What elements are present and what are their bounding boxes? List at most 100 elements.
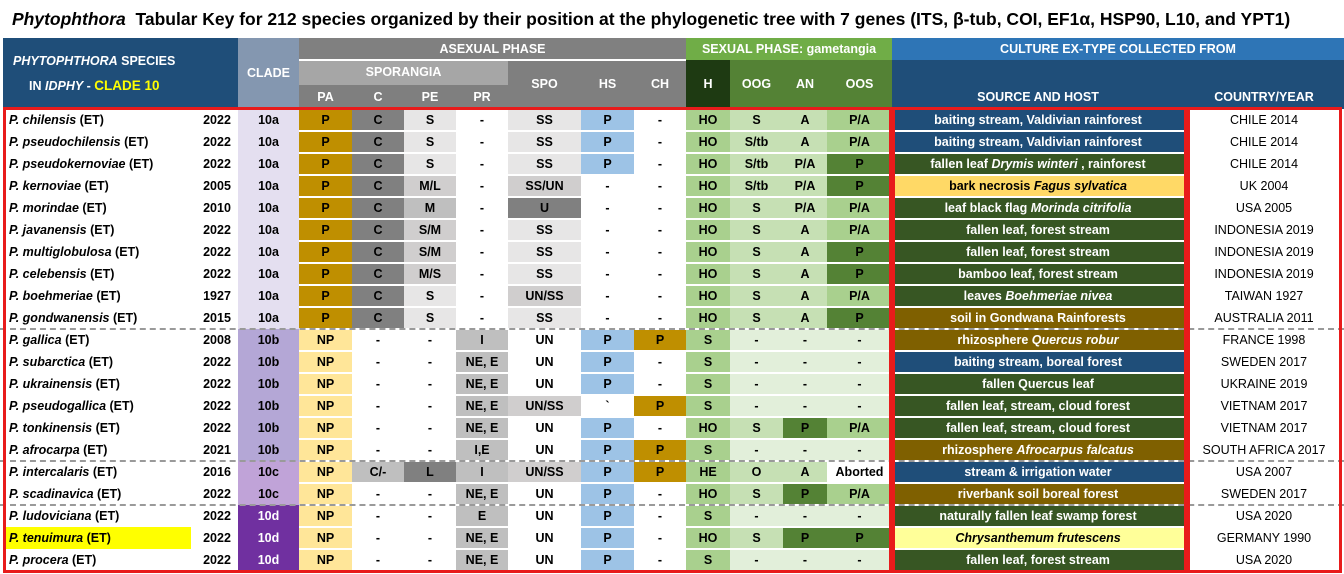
cell-spo: SS: [508, 132, 581, 152]
species-header: PHYTOPHTHORA SPECIES IN IDPHY - CLADE 10: [3, 38, 238, 109]
cell-hs: P: [581, 484, 634, 504]
cell-pa: NP: [299, 396, 352, 416]
c-value: -: [375, 399, 381, 413]
pe-value: -: [427, 553, 433, 567]
cell-pr: NE, E: [456, 528, 508, 548]
subclade-separator: [0, 328, 1344, 330]
table-row-species: P. boehmeriae (ET): [3, 285, 196, 307]
h-value: S: [703, 377, 713, 391]
cell-ch: -: [634, 110, 686, 130]
spo-value: UN: [535, 421, 554, 435]
hs-value: P: [603, 377, 612, 391]
cell-an: A: [783, 264, 827, 284]
col-header-ch: CH: [634, 60, 686, 109]
country-year-value: CHILE 2014: [1229, 157, 1299, 171]
cell-pr: I,E: [456, 440, 508, 460]
species-name: P. celebensis: [9, 267, 87, 281]
spo-value: UN: [535, 443, 554, 457]
year-value: 2022: [203, 377, 231, 391]
source-text: bark necrosis: [949, 179, 1034, 193]
cell-c: C: [352, 220, 404, 240]
cell-h: HO: [686, 484, 730, 504]
pa-value: NP: [316, 333, 335, 347]
cell-hs: -: [581, 286, 634, 306]
cell-pr: NE, E: [456, 484, 508, 504]
source-text: rhizosphere: [942, 443, 1017, 457]
source-host-cell: bamboo leaf, forest stream: [892, 264, 1184, 284]
cell-c: C: [352, 308, 404, 328]
cell-oos: P: [827, 308, 892, 328]
table-row-clade: 10c: [238, 461, 299, 483]
country-year-value: TAIWAN 1927: [1224, 289, 1304, 303]
asexual-phase-header: ASEXUAL PHASE: [299, 38, 686, 60]
source-host-cell: fallen leaf, forest stream: [892, 550, 1184, 570]
pr-value: -: [479, 113, 485, 127]
an-value: P: [800, 531, 810, 545]
cell-oos: P: [827, 528, 892, 548]
year-value: 2022: [203, 509, 231, 523]
country-year-cell: USA 2005: [1184, 197, 1344, 219]
clade-value: 10a: [258, 223, 279, 237]
clade-value: 10a: [258, 245, 279, 259]
table-row-clade: 10d: [238, 505, 299, 527]
cell-spo: SS: [508, 242, 581, 262]
ch-value: -: [657, 245, 663, 259]
pr-value: -: [479, 135, 485, 149]
hs-value: P: [603, 531, 612, 545]
cell-ch: -: [634, 220, 686, 240]
cell-c: -: [352, 484, 404, 504]
country-year-cell: SOUTH AFRICA 2017: [1184, 439, 1344, 461]
country-year-value: SOUTH AFRICA 2017: [1202, 443, 1326, 457]
title-text: Tabular Key for 212 species organized by…: [135, 9, 1291, 29]
table-row-species: P. intercalaris (ET): [3, 461, 196, 483]
species-name: P. scadinavica: [9, 487, 94, 501]
cell-hs: P: [581, 132, 634, 152]
col-header-pa: PA: [299, 85, 352, 109]
c-value: -: [375, 355, 381, 369]
year-value: 2022: [203, 157, 231, 171]
pr-value: -: [479, 201, 485, 215]
species-tag: (ET): [109, 399, 134, 413]
ch-value: -: [657, 267, 663, 281]
hs-value: -: [605, 201, 610, 215]
an-value: P/A: [794, 157, 816, 171]
cell-an: -: [783, 550, 827, 570]
cell-hs: -: [581, 242, 634, 262]
oos-value: -: [857, 355, 862, 369]
cell-spo: UN/SS: [508, 286, 581, 306]
cell-hs: P: [581, 550, 634, 570]
sexual-phase-header: SEXUAL PHASE: gametangia: [686, 38, 892, 60]
cell-oog: -: [730, 440, 783, 460]
country-year-cell: SWEDEN 2017: [1184, 483, 1344, 505]
year-value: 2022: [203, 421, 231, 435]
col-header-country: COUNTRY/YEAR: [1184, 85, 1344, 109]
h-value: HO: [698, 201, 718, 215]
source-host-cell: baiting stream, boreal forest: [892, 352, 1184, 372]
cell-pr: NE, E: [456, 374, 508, 394]
cell-oog: S: [730, 220, 783, 240]
oos-value: P: [855, 245, 864, 259]
table-row-species: P. javanensis (ET): [3, 219, 196, 241]
cell-hs: P: [581, 528, 634, 548]
cell-pe: L: [404, 462, 456, 482]
c-value: C: [373, 179, 383, 193]
pa-value: P: [321, 311, 330, 325]
species-header-genus: PHYTOPHTHORA: [13, 54, 118, 68]
cell-c: -: [352, 374, 404, 394]
country-year-value: GERMANY 1990: [1216, 531, 1312, 545]
spo-value: SS: [536, 267, 553, 281]
country-year-value: CHILE 2014: [1229, 135, 1299, 149]
col-header-pr: PR: [456, 85, 508, 109]
country-year-value: USA 2020: [1235, 509, 1293, 523]
source-text: soil in Gondwana Rainforests: [950, 311, 1126, 325]
country-year-value: UK 2004: [1239, 179, 1289, 193]
ch-value: -: [657, 179, 663, 193]
h-value: HO: [698, 245, 718, 259]
c-value: -: [375, 443, 381, 457]
country-year-value: INDONESIA 2019: [1214, 267, 1314, 281]
cell-oos: -: [827, 506, 892, 526]
table-row-species: P. gallica (ET): [3, 329, 196, 351]
country-year-value: INDONESIA 2019: [1214, 223, 1314, 237]
cell-hs: P: [581, 352, 634, 372]
country-year-cell: SWEDEN 2017: [1184, 351, 1344, 373]
